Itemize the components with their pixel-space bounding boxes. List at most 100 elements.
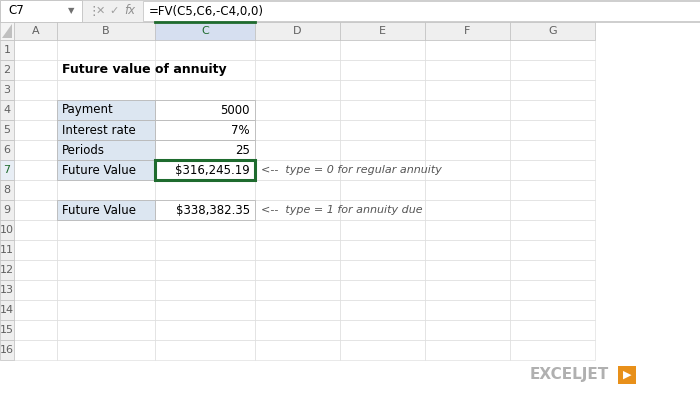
Text: $338,382.35: $338,382.35: [176, 204, 250, 216]
Bar: [425, 100, 510, 120]
Bar: [255, 180, 340, 200]
Text: G: G: [548, 26, 556, 36]
Bar: [14, 80, 57, 100]
Bar: [510, 280, 595, 300]
Bar: [340, 100, 425, 120]
Bar: [155, 220, 255, 240]
Bar: [425, 40, 510, 60]
Bar: [340, 200, 425, 220]
Bar: [14, 60, 57, 80]
Bar: [340, 22, 425, 40]
Bar: [143, 1, 700, 21]
Bar: [57, 120, 155, 140]
Text: ▼: ▼: [68, 6, 74, 16]
Bar: [57, 140, 155, 160]
Bar: [510, 220, 595, 240]
Bar: [340, 220, 425, 240]
Bar: [14, 300, 57, 320]
Bar: [340, 180, 425, 200]
Bar: [425, 120, 510, 140]
Bar: [340, 240, 425, 260]
Bar: [425, 180, 510, 200]
Bar: [57, 200, 155, 220]
Bar: [57, 280, 155, 300]
Bar: [155, 280, 255, 300]
Bar: [510, 320, 595, 340]
Bar: [14, 240, 57, 260]
Bar: [0, 140, 14, 160]
Bar: [14, 320, 57, 340]
Bar: [57, 320, 155, 340]
Text: Future Value: Future Value: [62, 204, 136, 216]
Bar: [57, 100, 155, 120]
Text: ▶: ▶: [623, 370, 631, 380]
Text: Future Value: Future Value: [62, 164, 136, 176]
Bar: [510, 22, 595, 40]
Bar: [340, 260, 425, 280]
Bar: [340, 340, 425, 360]
Bar: [0, 340, 14, 360]
Bar: [0, 300, 14, 320]
Bar: [0, 160, 14, 180]
Text: 11: 11: [0, 245, 14, 255]
Bar: [510, 80, 595, 100]
Bar: [57, 80, 155, 100]
Bar: [340, 280, 425, 300]
Text: 16: 16: [0, 345, 14, 355]
Bar: [155, 160, 255, 180]
Bar: [0, 80, 14, 100]
Text: C7: C7: [8, 4, 24, 18]
Bar: [14, 160, 57, 180]
Bar: [255, 60, 340, 80]
Text: 4: 4: [4, 105, 10, 115]
Text: Payment: Payment: [62, 104, 113, 116]
Bar: [255, 320, 340, 340]
Bar: [0, 260, 14, 280]
Bar: [0, 220, 14, 240]
Text: ⋮: ⋮: [87, 4, 99, 18]
Bar: [0, 240, 14, 260]
Bar: [255, 100, 340, 120]
Text: 7: 7: [4, 165, 10, 175]
Bar: [57, 160, 155, 180]
Bar: [510, 140, 595, 160]
Bar: [155, 120, 255, 140]
Bar: [618, 366, 636, 384]
Bar: [0, 100, 14, 120]
Bar: [57, 60, 155, 80]
Text: 13: 13: [0, 285, 14, 295]
Text: B: B: [102, 26, 110, 36]
Bar: [425, 22, 510, 40]
Text: Interest rate: Interest rate: [62, 124, 136, 136]
Bar: [57, 100, 155, 120]
Bar: [510, 300, 595, 320]
Bar: [255, 200, 340, 220]
Text: 2: 2: [4, 65, 10, 75]
Text: A: A: [32, 26, 39, 36]
Bar: [57, 140, 155, 160]
Bar: [57, 160, 155, 180]
Text: 8: 8: [4, 185, 10, 195]
Bar: [155, 160, 255, 180]
Bar: [425, 240, 510, 260]
Bar: [14, 100, 57, 120]
Bar: [0, 320, 14, 340]
Bar: [155, 80, 255, 100]
Text: ✓: ✓: [109, 6, 119, 16]
Bar: [57, 40, 155, 60]
Bar: [57, 260, 155, 280]
Bar: [340, 320, 425, 340]
Bar: [425, 340, 510, 360]
Text: 14: 14: [0, 305, 14, 315]
Bar: [155, 120, 255, 140]
Bar: [0, 200, 14, 220]
Text: <--  type = 0 for regular annuity: <-- type = 0 for regular annuity: [261, 165, 442, 175]
Bar: [510, 40, 595, 60]
Bar: [155, 200, 255, 220]
Text: C: C: [201, 26, 209, 36]
Bar: [57, 200, 155, 220]
Bar: [255, 300, 340, 320]
Text: 9: 9: [4, 205, 10, 215]
Bar: [155, 300, 255, 320]
Bar: [155, 100, 255, 120]
